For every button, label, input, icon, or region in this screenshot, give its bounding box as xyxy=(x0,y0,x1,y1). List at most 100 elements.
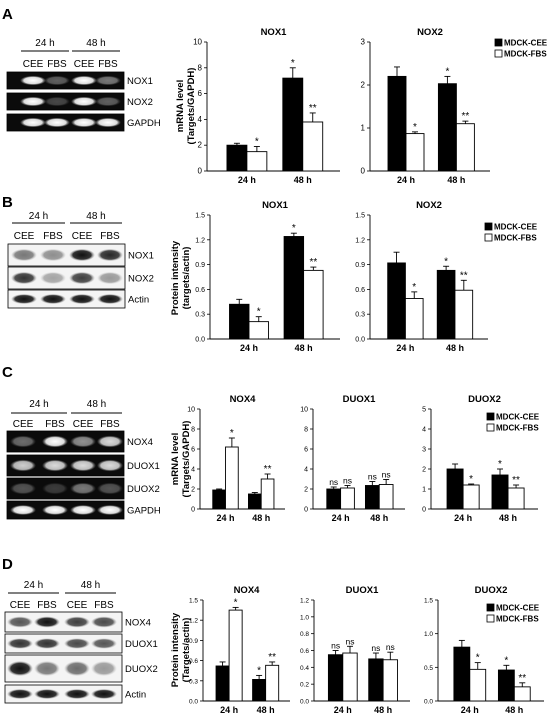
sample-label: FBS xyxy=(45,419,65,430)
significance-mark: ** xyxy=(309,103,317,114)
y-tick-label: 0.0 xyxy=(195,337,205,344)
band xyxy=(64,688,90,700)
x-tick-label: 24 h xyxy=(216,513,234,523)
significance-mark: * xyxy=(444,256,448,267)
bar xyxy=(302,121,324,172)
sample-label: CEE xyxy=(67,600,88,611)
significance-mark: * xyxy=(504,655,508,666)
x-tick-label: 48 h xyxy=(446,343,464,353)
y-tick-label: 0.3 xyxy=(189,678,198,685)
significance-mark: ** xyxy=(512,475,520,486)
band xyxy=(69,248,95,262)
band xyxy=(97,271,123,285)
band xyxy=(20,96,46,107)
x-tick-label: 24 h xyxy=(397,175,415,185)
significance-mark: ns xyxy=(329,477,338,487)
y-tick-label: 2 xyxy=(361,81,366,90)
significance-mark: ** xyxy=(518,673,526,684)
legend-swatch-cee xyxy=(486,603,495,612)
band xyxy=(20,75,46,86)
band xyxy=(97,459,123,472)
blot-label: GAPDH xyxy=(127,118,161,129)
y-tick-label: 4 xyxy=(191,467,195,474)
band xyxy=(11,271,37,285)
y-tick-label: 4 xyxy=(422,427,426,434)
sample-label: FBS xyxy=(43,231,63,242)
band xyxy=(11,293,37,305)
significance-mark: * xyxy=(412,282,416,293)
gel-strip xyxy=(7,243,126,267)
chart-title: DUOX2 xyxy=(468,394,501,405)
y-tick-label: 0.6 xyxy=(195,287,205,294)
blot-label: DUOX1 xyxy=(127,461,160,472)
legend-swatch-fbs xyxy=(484,233,493,242)
bar xyxy=(437,83,457,172)
band xyxy=(64,638,90,649)
band xyxy=(42,435,68,448)
band xyxy=(97,248,123,262)
legend-label-fbs: MDCK-FBS xyxy=(504,50,547,59)
x-tick-label: 48 h xyxy=(374,705,392,713)
y-tick-label: 0.0 xyxy=(355,337,365,344)
x-tick-label: 48 h xyxy=(295,343,313,353)
sample-label: CEE xyxy=(73,419,94,430)
x-tick-label: 48 h xyxy=(370,513,388,523)
band xyxy=(34,638,60,649)
x-tick-label: 24 h xyxy=(461,705,479,713)
x-tick-label: 24 h xyxy=(220,705,238,713)
y-tick-label: 8 xyxy=(198,63,203,72)
gel-strip xyxy=(4,684,123,704)
chart-title: DUOX1 xyxy=(343,394,376,405)
y-tick-label: 10 xyxy=(187,407,195,414)
bar xyxy=(248,321,269,340)
legend: MDCK-CEE MDCK-FBS xyxy=(486,413,540,433)
legend-label-cee: MDCK-CEE xyxy=(494,223,538,232)
bar xyxy=(226,144,248,172)
band xyxy=(91,688,117,700)
y-tick-label: 0.8 xyxy=(300,631,309,638)
y-axis-title-line1: mRNA level xyxy=(175,80,186,132)
sample-label: FBS xyxy=(100,231,120,242)
band xyxy=(97,504,123,516)
y-tick-label: 1 xyxy=(361,124,366,133)
y-tick-label: 0.3 xyxy=(195,312,205,319)
panel-letter: D xyxy=(2,556,13,573)
legend-swatch-fbs xyxy=(486,614,495,623)
y-tick-label: 1.0 xyxy=(424,631,433,638)
significance-mark: ** xyxy=(462,111,470,122)
band xyxy=(64,660,90,677)
y-tick-label: 2 xyxy=(304,487,308,494)
y-tick-label: 0 xyxy=(422,507,426,514)
legend-swatch-cee xyxy=(494,38,503,47)
y-tick-label: 5 xyxy=(422,407,426,414)
band xyxy=(40,248,66,262)
y-tick-label: 8 xyxy=(191,427,195,434)
band xyxy=(44,96,70,107)
chart-title: NOX1 xyxy=(261,27,288,38)
band xyxy=(44,117,70,128)
y-axis-title-line2: (Targets/actin) xyxy=(181,618,192,683)
x-tick-label: 48 h xyxy=(499,513,517,523)
y-tick-label: 0.3 xyxy=(355,312,365,319)
y-axis-title-line2: (Targets/GAPDH) xyxy=(181,421,192,498)
legend: MDCK-CEE MDCK-FBS xyxy=(494,38,548,59)
y-tick-label: 1.2 xyxy=(189,618,198,625)
bar xyxy=(405,133,425,172)
chart-title: DUOX2 xyxy=(475,585,508,596)
band xyxy=(71,75,97,86)
bar xyxy=(462,484,480,510)
significance-mark: * xyxy=(291,58,295,69)
y-tick-label: 1 xyxy=(422,487,426,494)
blot-label: Actin xyxy=(125,690,146,701)
time-label: 24 h xyxy=(29,399,48,410)
legend: MDCK-CEE MDCK-FBS xyxy=(484,223,538,243)
y-tick-label: 0.6 xyxy=(355,287,365,294)
x-tick-label: 24 h xyxy=(454,513,472,523)
x-tick-label: 24 h xyxy=(238,175,256,185)
